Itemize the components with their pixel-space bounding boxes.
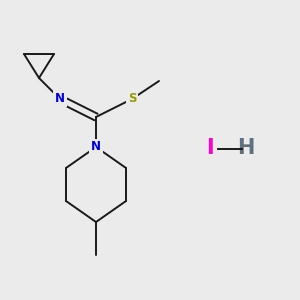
Text: N: N — [55, 92, 65, 106]
Text: H: H — [237, 139, 255, 158]
Text: S: S — [128, 92, 136, 106]
Text: N: N — [91, 140, 101, 154]
Text: I: I — [206, 139, 214, 158]
